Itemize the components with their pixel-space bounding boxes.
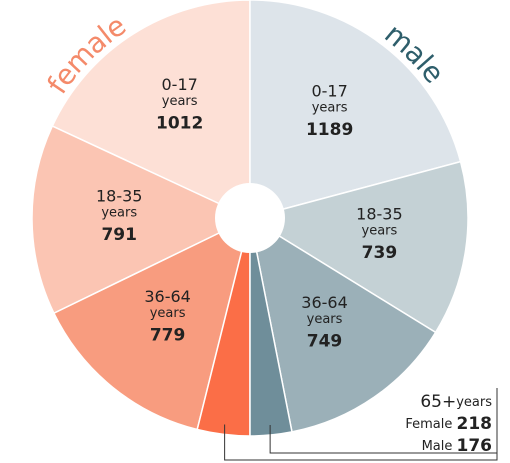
callout-line [224,388,498,461]
pie-slice [249,0,462,219]
callout-label: Female [405,417,452,432]
callout-title: 65+years [420,392,492,412]
pie-slice [248,216,437,433]
slice-unit: years [162,94,198,109]
callout-label: Male [422,439,453,454]
slice-category: 36-64 [144,287,191,306]
pie-slice [51,0,251,220]
slice-category: 18-35 [96,187,143,206]
callout-unit: years [456,395,492,410]
pie-slice [249,217,293,437]
slice-category: 18-35 [356,204,403,223]
pie-slice [52,216,252,431]
slice-value: 1189 [306,120,353,140]
pie-slice [248,160,469,334]
slice-value: 779 [150,326,186,346]
slice-value: 791 [101,225,137,245]
callout-category: 65+ [420,392,456,412]
callout-line [269,425,497,454]
slice-category: 36-64 [301,293,348,312]
slice-unit: years [307,312,343,327]
slice-unit: years [150,306,186,321]
pie-slice [31,125,252,315]
slice-value: 749 [307,331,343,351]
callout-row: Male 176 [422,436,492,456]
slice-unit: years [101,206,137,221]
callout-value: 176 [457,436,493,456]
slice-unit: years [362,223,398,238]
callout-row: Female 218 [405,414,492,434]
slice-value: 1012 [156,114,203,134]
slice-category: 0-17 [162,75,198,94]
slice-unit: years [312,101,348,116]
slice-value: 739 [362,243,398,263]
center-hole [215,183,285,253]
callout-value: 218 [457,414,493,434]
slice-category: 0-17 [311,82,347,101]
